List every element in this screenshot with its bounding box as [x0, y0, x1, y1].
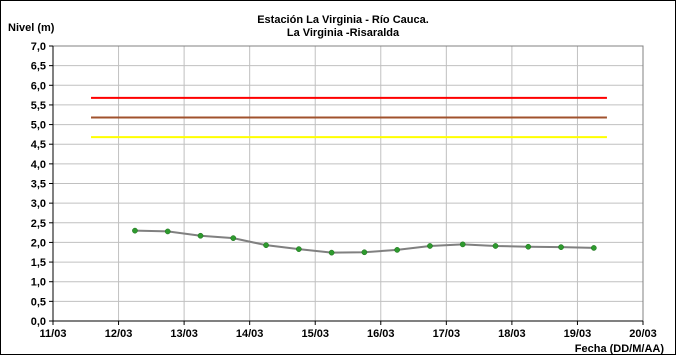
data-point	[295, 246, 302, 252]
data-point	[230, 235, 237, 241]
y-tick-label: 2,5	[31, 218, 46, 230]
x-tick-label: 12/03	[105, 328, 133, 340]
x-tick-label: 17/03	[433, 328, 461, 340]
data-point	[590, 245, 597, 251]
y-tick-label: 6,0	[31, 80, 46, 92]
x-tick-label: 14/03	[236, 328, 264, 340]
data-point	[164, 228, 171, 235]
chart-title: Estación La Virginia - Río Cauca.	[257, 14, 429, 26]
y-tick-label: 3,5	[31, 179, 46, 191]
y-tick-labels: 0,0 0,5 1,0 1,5 2,0 2,5 3,0 3,5 4,0 4,5 5,0 5,5 6,0 6…	[31, 41, 53, 328]
x-axis-label: Fecha (DD/M/AA)	[575, 343, 665, 355]
x-tick-label: 18/03	[498, 328, 526, 340]
series-line	[134, 229, 594, 254]
data-point	[459, 241, 466, 248]
y-tick-label: 1,0	[31, 277, 46, 289]
data-point	[132, 227, 138, 234]
data-point	[328, 249, 335, 256]
data-point	[558, 244, 564, 250]
data-point	[525, 243, 532, 250]
data-point	[492, 243, 499, 249]
y-tick-label: 2,0	[31, 237, 46, 249]
x-tick-label: 16/03	[367, 328, 395, 340]
y-tick-label: 5,0	[31, 120, 46, 132]
x-tick-label: 20/03	[629, 328, 657, 340]
series-group	[132, 227, 597, 256]
x-tick-labels: 11/03 12/03 13/03 14/03 15/03 16/03 17/03 18/03…	[40, 321, 657, 340]
y-tick-label: 1,5	[31, 257, 46, 269]
data-point	[263, 242, 269, 249]
y-tick-label: 7,0	[31, 41, 46, 53]
threshold-lines	[91, 96, 607, 139]
data-point	[197, 232, 204, 239]
grid	[52, 45, 644, 322]
y-tick-label: 0,5	[31, 296, 46, 308]
x-tick-label: 15/03	[301, 328, 329, 340]
data-point	[361, 249, 368, 256]
y-tick-label: 0,0	[31, 316, 46, 328]
y-tick-label: 5,5	[31, 100, 46, 112]
x-tick-label: 13/03	[170, 328, 198, 340]
chart-subtitle: La Virginia -Risaralda	[287, 27, 400, 39]
y-tick-label: 6,5	[31, 61, 46, 73]
y-tick-label: 3,0	[31, 198, 46, 210]
y-tick-label: 4,0	[31, 159, 46, 171]
x-tick-label: 19/03	[564, 328, 592, 340]
x-tick-label: 11/03	[40, 328, 67, 340]
y-axis-label: Nivel (m)	[8, 22, 55, 34]
y-tick-label: 4,5	[31, 139, 46, 151]
data-point	[394, 247, 401, 253]
data-point	[427, 243, 433, 249]
